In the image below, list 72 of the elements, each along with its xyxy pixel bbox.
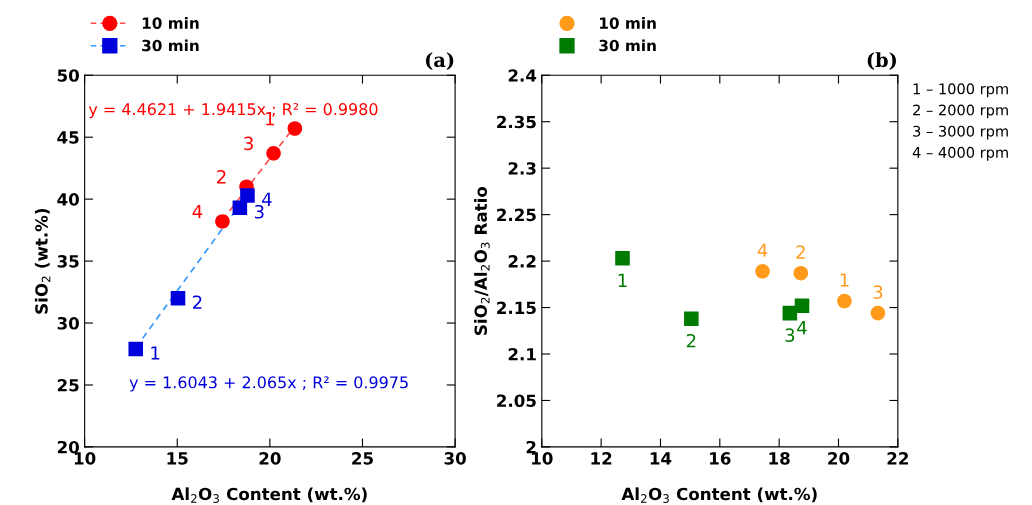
point (837, 293, 852, 309)
text: 3 – 3000 rpm (913, 125, 1008, 140)
x-tick-label: 10 (74, 452, 96, 465)
legend-label: 10 min (600, 17, 656, 29)
annotation: y = 1.6043 + 2.065x ; R² = 0.9975 (129, 376, 408, 392)
annotation: 1 (840, 273, 849, 287)
y-tick-label: 2.15 (497, 301, 536, 315)
y-tick-label: 2.1 (508, 347, 536, 361)
text: 1 – 1000 rpm (913, 83, 1008, 98)
annotation: 3 (254, 204, 264, 219)
point (240, 188, 255, 203)
legend-label: 30 min (599, 39, 656, 52)
x-tick-label: 30 (444, 452, 466, 465)
annotation: 4 (192, 204, 203, 219)
point (170, 290, 186, 306)
point (128, 341, 144, 357)
y-tick-label: 30 (57, 316, 79, 330)
annotation: 1 (618, 273, 627, 287)
point (755, 264, 770, 279)
point (870, 305, 886, 321)
x-tick-label: 20 (828, 452, 850, 465)
point (287, 121, 303, 136)
y-tick-label: 40 (57, 193, 79, 206)
point (794, 298, 810, 313)
point (266, 146, 281, 161)
point (793, 265, 809, 281)
annotation: 1 (151, 346, 160, 360)
y-tick-label: 35 (57, 255, 79, 268)
annotation: 4 (262, 192, 272, 206)
annotation: 3 (785, 328, 795, 342)
point (684, 311, 699, 326)
x-tick-label: 10 (532, 452, 553, 465)
annotation: 2 (217, 170, 226, 184)
annotation: 1 (266, 112, 274, 126)
y-tick-label: 2.35 (497, 115, 536, 129)
y-axis-title: SiO$_{2}$/Al$_{2}$O$_{3}$ Ratio (474, 186, 490, 335)
y-tick-label: 2.3 (508, 162, 536, 175)
annotation: 4 (797, 321, 807, 335)
y-tick-label: 25 (57, 378, 79, 392)
x-tick-label: 15 (167, 452, 188, 465)
y-tick-label: 2 (526, 440, 536, 454)
legend-label: 10 min (142, 17, 199, 29)
x-tick-label: 20 (259, 452, 281, 465)
annotation: 3 (244, 136, 253, 151)
y-tick-label: 2.4 (508, 69, 537, 82)
x-tick-label: 18 (769, 452, 790, 465)
y-axis-title: SiO$_{2}$ (wt.%) (34, 208, 51, 314)
chart-title: (a) (425, 52, 454, 70)
annotation: 2 (686, 333, 696, 348)
annotation: 2 (193, 295, 202, 309)
x-tick-label: 16 (710, 452, 731, 465)
y-tick-label: 20 (57, 440, 79, 454)
annotation: 4 (757, 243, 768, 257)
x-tick-label: 12 (591, 452, 612, 465)
x-axis-title: Al$_{2}$O$_{3}$ Content (wt.%) (171, 487, 367, 503)
y-tick-label: 50 (57, 69, 79, 82)
y-tick-label: 2.2 (508, 255, 536, 268)
text: 4 – 4000 rpm (912, 146, 1008, 161)
x-axis-title: Al$_{2}$O$_{3}$ Content (wt.%) (621, 487, 817, 503)
chart-title: (b) (867, 52, 896, 70)
point (615, 251, 630, 266)
x-tick-label: 14 (650, 452, 672, 465)
y-tick-label: 45 (57, 131, 79, 144)
text: 2 – 2000 rpm (913, 104, 1008, 119)
legend-label: 30 min (142, 39, 199, 52)
point (215, 214, 230, 229)
annotation: 2 (796, 245, 805, 259)
y-tick-label: 2.25 (497, 208, 536, 222)
x-tick-label: 25 (352, 452, 373, 465)
x-tick-label: 22 (887, 452, 908, 465)
annotation: 3 (873, 285, 883, 299)
y-tick-label: 2.05 (497, 394, 536, 408)
